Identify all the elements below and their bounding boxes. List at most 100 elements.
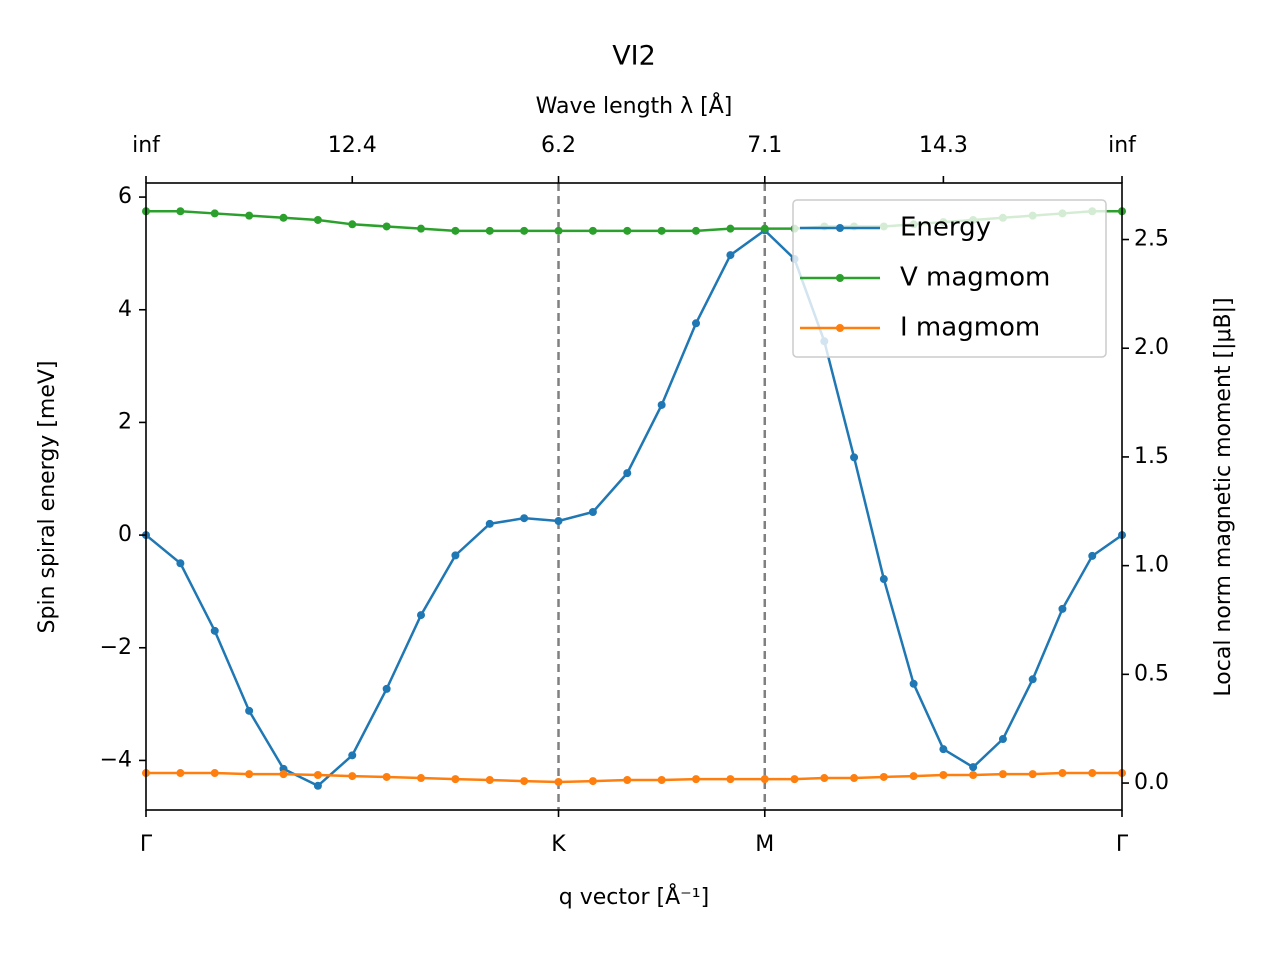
point <box>692 226 701 235</box>
point <box>417 224 426 233</box>
y-tick-label: 6 <box>118 184 132 209</box>
y-tick-label: 2 <box>118 409 132 434</box>
point <box>623 469 632 478</box>
point <box>451 775 460 784</box>
x-tick-label: Γ <box>140 832 153 857</box>
x-tick-label: Γ <box>1116 832 1129 857</box>
point <box>348 220 357 229</box>
point <box>692 319 701 328</box>
y2-axis-label: Local norm magnetic moment [|μB|] <box>1211 297 1236 696</box>
point <box>588 507 597 516</box>
point <box>451 226 460 235</box>
point <box>210 769 219 778</box>
y2-tick-label: 0.0 <box>1134 770 1169 795</box>
x-tick-label: K <box>551 832 566 857</box>
y-axis-label: Spin spiral energy [meV] <box>35 361 60 634</box>
point <box>279 213 288 222</box>
point <box>969 763 978 772</box>
y-tick-label: −2 <box>100 635 132 660</box>
point <box>909 679 918 688</box>
plot-frame <box>145 182 1123 811</box>
point <box>348 772 357 781</box>
y2-tick-label: 1.0 <box>1134 553 1169 578</box>
point <box>382 684 391 693</box>
point <box>588 226 597 235</box>
point <box>279 770 288 779</box>
y2-tick-label: 2.5 <box>1134 227 1169 252</box>
point <box>245 706 254 715</box>
x2-tick-label: 6.2 <box>541 133 576 158</box>
x2-axis-label: Wave length λ [Å] <box>536 92 733 119</box>
point <box>588 777 597 786</box>
y-tick-label: −4 <box>100 747 132 772</box>
legend: Energy V magmom I magmom <box>792 199 1107 358</box>
point <box>210 209 219 218</box>
point <box>348 751 357 760</box>
y-tick-label: 0 <box>118 522 132 547</box>
point <box>657 226 666 235</box>
point <box>520 226 529 235</box>
point <box>1058 604 1067 613</box>
x-axis-label: q vector [Å⁻¹] <box>559 883 709 910</box>
point <box>417 774 426 783</box>
point <box>485 226 494 235</box>
point <box>909 772 918 781</box>
point <box>1058 769 1067 778</box>
y2-tick-label: 0.5 <box>1134 661 1169 686</box>
point <box>382 222 391 231</box>
point <box>245 211 254 220</box>
legend-box <box>792 199 1107 358</box>
y2-tick-label: 2.0 <box>1134 335 1169 360</box>
point <box>726 775 735 784</box>
point <box>623 226 632 235</box>
point <box>382 772 391 781</box>
legend-label: I magmom <box>900 313 1040 343</box>
x2-tick-label: 12.4 <box>328 133 377 158</box>
point <box>451 551 460 560</box>
x2-tick-label: inf <box>1108 133 1137 158</box>
point <box>820 774 829 783</box>
point <box>850 774 859 783</box>
legend-label: V magmom <box>900 263 1050 293</box>
point <box>485 519 494 528</box>
point <box>1088 769 1097 778</box>
point <box>176 207 185 216</box>
point <box>313 770 322 779</box>
point <box>554 226 563 235</box>
point <box>850 453 859 462</box>
x2-tick-label: 14.3 <box>919 133 968 158</box>
point <box>726 251 735 260</box>
point <box>313 781 322 790</box>
point <box>313 215 322 224</box>
point <box>969 770 978 779</box>
point <box>417 611 426 620</box>
point <box>939 770 948 779</box>
x2-tick-label: 7.1 <box>747 133 782 158</box>
point <box>998 770 1007 779</box>
point <box>879 575 888 584</box>
point <box>998 735 1007 744</box>
point <box>760 775 769 784</box>
point <box>485 775 494 784</box>
legend-marker <box>836 224 844 232</box>
point <box>760 224 769 233</box>
y2-tick-label: 1.5 <box>1134 444 1169 469</box>
point <box>176 769 185 778</box>
point <box>176 559 185 568</box>
x-tick-label: M <box>755 832 774 857</box>
point <box>245 770 254 779</box>
point <box>1028 675 1037 684</box>
point <box>692 775 701 784</box>
point <box>790 775 799 784</box>
legend-label: Energy <box>900 213 991 243</box>
legend-marker <box>836 324 844 332</box>
point <box>554 777 563 786</box>
legend-marker <box>836 274 844 282</box>
point <box>939 745 948 754</box>
point <box>520 514 529 523</box>
point <box>520 777 529 786</box>
point <box>623 775 632 784</box>
point <box>657 400 666 409</box>
point <box>554 517 563 526</box>
